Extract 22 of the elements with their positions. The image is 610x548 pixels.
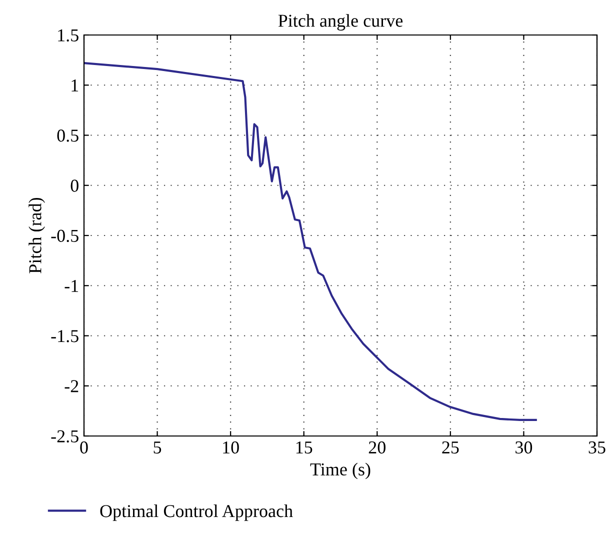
x-tick-label: 25 xyxy=(442,441,459,454)
y-tick-label: -2 xyxy=(64,380,78,392)
y-tick-label: -2.5 xyxy=(51,430,78,443)
y-tick-label: 1 xyxy=(72,79,78,92)
y-tick-label: 0 xyxy=(70,180,78,192)
x-tick-label: 5 xyxy=(154,442,162,454)
x-tick-label: 0 xyxy=(80,441,88,454)
x-axis-title: Time (s) xyxy=(310,462,370,480)
y-axis-title: Pitch (rad) xyxy=(28,198,45,274)
line-series xyxy=(84,62,537,422)
legend-label: Optimal Control Approach xyxy=(100,504,293,521)
x-tick-label: 15 xyxy=(296,441,312,454)
chart-title: Pitch angle curve xyxy=(278,14,403,31)
x-tick-label: 35 xyxy=(588,441,606,454)
x-tick-label: 10 xyxy=(223,441,239,454)
x-tick-label: 20 xyxy=(368,441,386,454)
y-tick-label: 1.5 xyxy=(58,29,78,42)
y-tick-label: -0.5 xyxy=(51,230,78,242)
x-tick-label: 30 xyxy=(516,441,532,454)
y-tick-label: -1.5 xyxy=(51,330,78,342)
y-tick-label: 0.5 xyxy=(57,130,78,142)
y-tick-label: -1 xyxy=(64,280,78,292)
